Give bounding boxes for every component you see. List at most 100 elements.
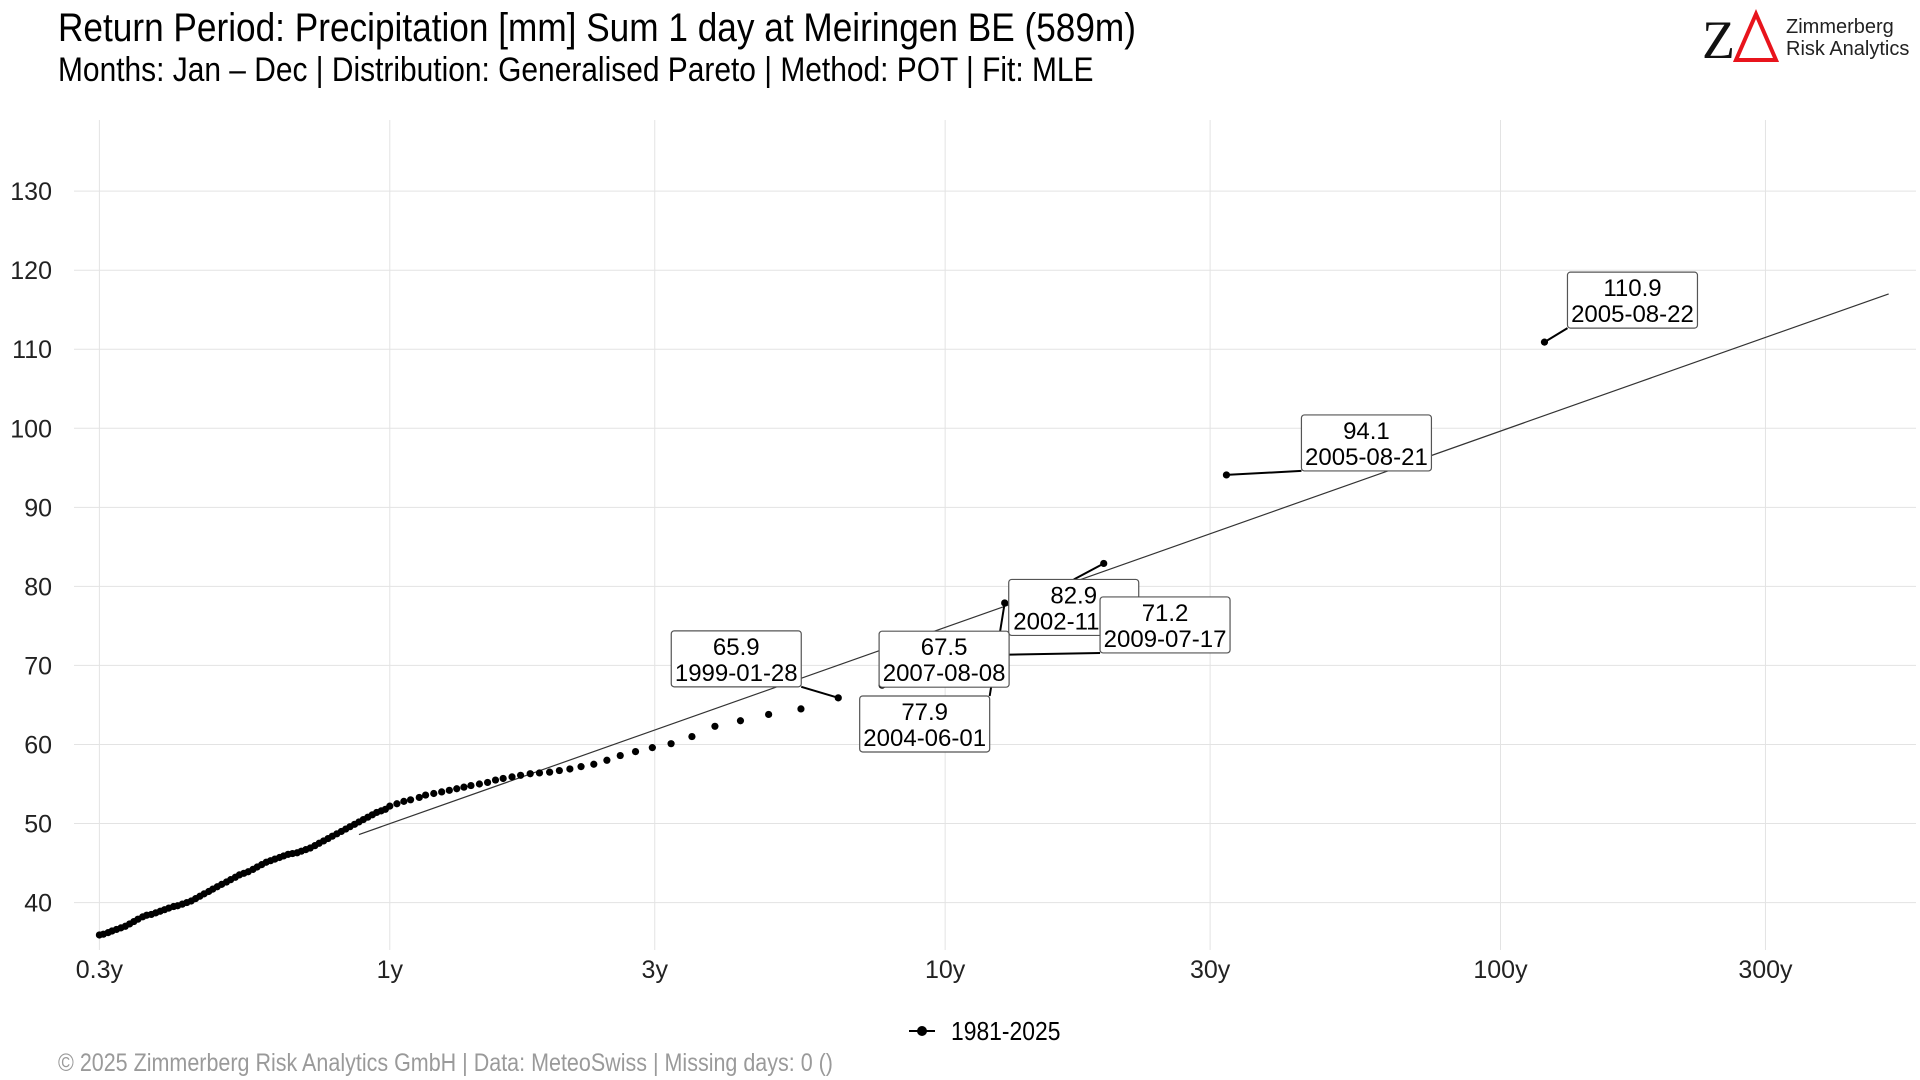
chart-subtitle: Months: Jan – Dec | Distribution: Genera…	[58, 51, 1094, 89]
y-tick-label: 130	[10, 178, 52, 206]
data-point	[555, 766, 563, 775]
legend-label: 1981-2025	[951, 1015, 1061, 1046]
y-tick-label: 60	[24, 731, 52, 759]
data-point	[475, 780, 484, 788]
y-tick-label: 90	[24, 494, 52, 522]
data-point	[535, 769, 544, 777]
y-tick-label: 110	[12, 336, 52, 364]
annotation-leader	[1226, 469, 1302, 476]
annotation-box	[859, 695, 991, 753]
annotation-box	[1300, 414, 1433, 472]
svg-text:Z: Z	[1702, 10, 1735, 68]
y-tick-label: 50	[24, 811, 52, 839]
annotation-value: 67.5	[921, 634, 968, 661]
data-point	[577, 763, 585, 771]
annotation-value: 71.2	[1142, 600, 1189, 627]
annotation-box	[1099, 596, 1231, 654]
data-point	[430, 789, 438, 798]
x-tick-label: 100y	[1473, 956, 1528, 984]
y-tick-label: 70	[24, 652, 52, 680]
data-point	[667, 740, 675, 748]
x-axis-ticks: 0.3y 1y 3y 10y 30y 100y 300y	[76, 956, 1793, 984]
annotations: 110.92005-08-2294.12005-08-2182.92002-11…	[670, 271, 1699, 753]
x-tick-label: 1y	[377, 956, 404, 984]
data-point	[508, 773, 516, 781]
logo-brand-text: Zimmerberg Risk Analytics	[1786, 16, 1909, 60]
data-point	[467, 781, 475, 790]
data-point	[546, 768, 554, 776]
data-point	[736, 717, 745, 725]
data-point	[711, 722, 719, 730]
grid-lines	[74, 120, 1916, 950]
annotation-leader	[1543, 327, 1568, 343]
data-point	[797, 705, 805, 713]
company-logo: Z Zimmerberg Risk Analytics	[1700, 8, 1910, 68]
y-tick-label: 120	[10, 257, 52, 285]
data-point	[460, 783, 468, 791]
annotation-box	[878, 630, 1010, 688]
annotation-date: 2005-08-21	[1305, 444, 1428, 471]
x-tick-label: 30y	[1190, 956, 1231, 984]
legend-key-icon	[905, 1021, 939, 1041]
x-tick-label: 3y	[642, 956, 669, 984]
chart-title: Return Period: Precipitation [mm] Sum 1 …	[58, 6, 1136, 50]
data-point	[603, 756, 611, 764]
y-axis-ticks: 40 50 60 70 80 90 100 110 120 130	[10, 178, 52, 917]
x-tick-label: 0.3y	[76, 956, 124, 984]
data-point	[499, 774, 507, 783]
legend: 1981-2025	[905, 1014, 1075, 1048]
data-point	[483, 778, 492, 787]
data-point	[406, 796, 415, 804]
data-points	[95, 338, 1549, 939]
y-tick-label: 80	[24, 573, 52, 601]
data-point	[445, 786, 453, 794]
annotation-value: 82.9	[1050, 582, 1097, 609]
data-point	[421, 791, 430, 799]
data-point	[453, 785, 461, 793]
data-point	[526, 770, 534, 778]
data-point	[616, 751, 624, 760]
data-point	[648, 744, 656, 752]
annotation-date: 2007-08-08	[883, 660, 1006, 687]
fit-line	[358, 293, 1889, 836]
logo-brand-line1: Zimmerberg	[1786, 16, 1894, 38]
data-point	[834, 694, 842, 702]
annotation-date: 2005-08-22	[1571, 301, 1694, 328]
data-point	[491, 776, 500, 784]
data-point	[688, 732, 696, 741]
annotation-value: 110.9	[1603, 275, 1661, 302]
za-logo-mark: Z	[1702, 8, 1780, 68]
annotation-value: 77.9	[901, 699, 948, 726]
annotation-box	[670, 630, 802, 688]
data-point	[438, 788, 446, 796]
annotation-box	[1566, 271, 1699, 329]
fit-line-layer	[358, 293, 1889, 836]
logo-brand-line2: Risk Analytics	[1786, 38, 1910, 60]
data-point	[400, 797, 408, 805]
data-point	[386, 802, 394, 810]
x-tick-label: 300y	[1738, 956, 1793, 984]
annotation-leader	[800, 685, 839, 699]
annotation-date: 2009-07-17	[1104, 626, 1227, 653]
data-point	[516, 771, 525, 779]
data-point	[590, 760, 598, 768]
data-point	[631, 747, 640, 756]
annotation-leader	[1073, 562, 1105, 581]
annotation-value: 65.9	[713, 634, 760, 661]
x-tick-label: 10y	[925, 956, 966, 984]
data-point	[566, 765, 574, 773]
annotation-date: 2004-06-01	[863, 725, 986, 752]
data-point	[393, 800, 401, 808]
y-tick-label: 100	[10, 415, 52, 443]
footer-credits: © 2025 Zimmerberg Risk Analytics GmbH | …	[58, 1049, 833, 1077]
annotation-value: 94.1	[1343, 418, 1390, 445]
annotation-date: 1999-01-28	[675, 660, 798, 687]
y-tick-label: 40	[24, 890, 52, 918]
